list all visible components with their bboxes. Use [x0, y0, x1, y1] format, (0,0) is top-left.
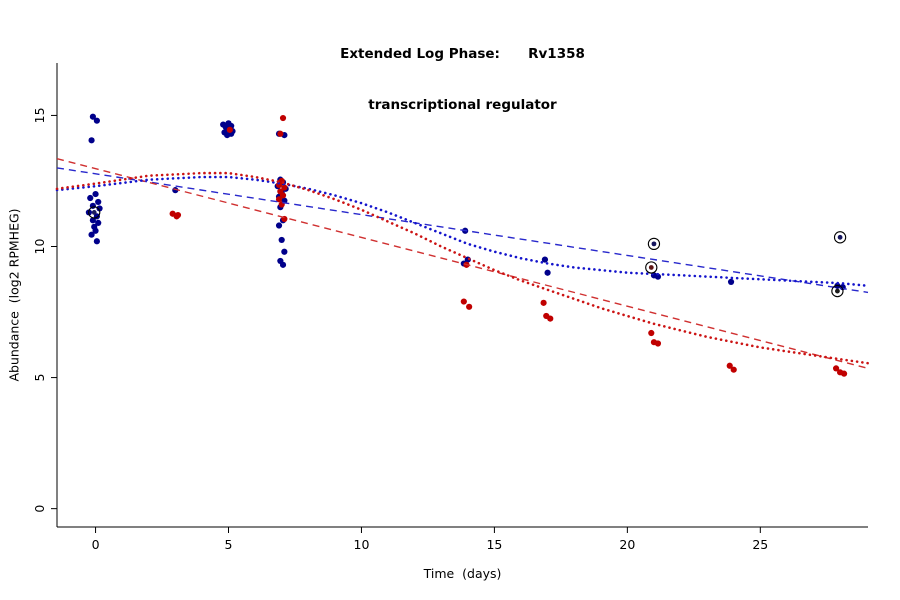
blue-data-point	[279, 261, 287, 268]
red-long-dashed-trend-line	[56, 158, 869, 370]
circled-point-ring	[833, 231, 847, 244]
x-axis-label: Time (days)	[423, 566, 502, 581]
red-data-point	[275, 196, 283, 203]
blue-long-dashed-trend-line	[56, 167, 869, 294]
blue-data-point	[541, 256, 549, 263]
blue-data-point	[88, 231, 95, 238]
y-axis-label: Abundance (log2 RPMHEG)	[6, 208, 22, 382]
blue-data-point	[544, 269, 551, 276]
blue-data-point	[275, 222, 283, 229]
circled-point-dot	[835, 288, 840, 294]
red-data-point	[226, 126, 233, 133]
red-data-point	[654, 340, 662, 347]
y-tick-label: 10	[32, 239, 47, 255]
red-data-point	[279, 192, 287, 199]
y-tick-label: 0	[32, 505, 47, 513]
red-data-point	[281, 184, 288, 191]
blue-data-point	[87, 194, 94, 202]
red-data-point	[277, 130, 284, 137]
circled-point-ring	[831, 284, 844, 298]
red-data-point	[726, 362, 733, 369]
red-data-point	[832, 365, 840, 372]
red-data-point	[840, 370, 848, 377]
blue-data-point	[92, 190, 99, 198]
blue-data-point	[89, 217, 96, 224]
y-tick-label: 15	[32, 107, 47, 123]
circled-point-ring	[647, 237, 661, 251]
red-data-point	[466, 303, 473, 310]
circled-point-ring	[645, 261, 658, 274]
red-data-point	[648, 329, 655, 337]
chart-title-line2: transcriptional regulator	[368, 97, 557, 113]
circled-point-dot	[837, 234, 843, 240]
red-data-point	[460, 298, 467, 305]
red-data-point	[279, 114, 287, 122]
blue-data-point	[727, 278, 735, 285]
blue-data-point	[278, 236, 285, 244]
blue-data-point	[93, 117, 100, 124]
y-tick-label: 5	[32, 374, 47, 382]
x-tick-label: 20	[619, 537, 635, 552]
blue-data-point	[281, 248, 288, 255]
circled-point-dot	[91, 210, 97, 215]
circled-point-dot	[648, 265, 654, 270]
red-data-point	[540, 299, 547, 306]
red-data-point	[174, 211, 182, 219]
blue-data-point	[95, 198, 102, 206]
red-data-point	[730, 366, 737, 373]
blue-data-point	[93, 238, 100, 245]
blue-data-point	[92, 227, 99, 234]
blue-data-point	[96, 205, 103, 212]
x-tick-label: 25	[752, 537, 768, 552]
blue-data-point	[654, 273, 662, 280]
x-tick-label: 10	[354, 537, 370, 552]
blue-dotted-trend-line	[55, 175, 870, 288]
red-data-point	[547, 315, 554, 322]
x-tick-label: 5	[225, 537, 233, 552]
x-tick-label: 15	[486, 537, 502, 552]
red-dotted-trend-line	[55, 171, 870, 365]
chart-title: Extended Log Phase: Rv1358 transcription…	[57, 12, 868, 131]
circled-point-ring	[88, 206, 101, 219]
chart-title-line1: Extended Log Phase: Rv1358	[340, 46, 585, 62]
blue-data-point	[88, 137, 95, 144]
blue-data-point	[89, 113, 96, 120]
x-tick-label: 0	[92, 537, 100, 552]
circled-point-dot	[651, 241, 657, 247]
blue-data-point	[95, 219, 102, 227]
